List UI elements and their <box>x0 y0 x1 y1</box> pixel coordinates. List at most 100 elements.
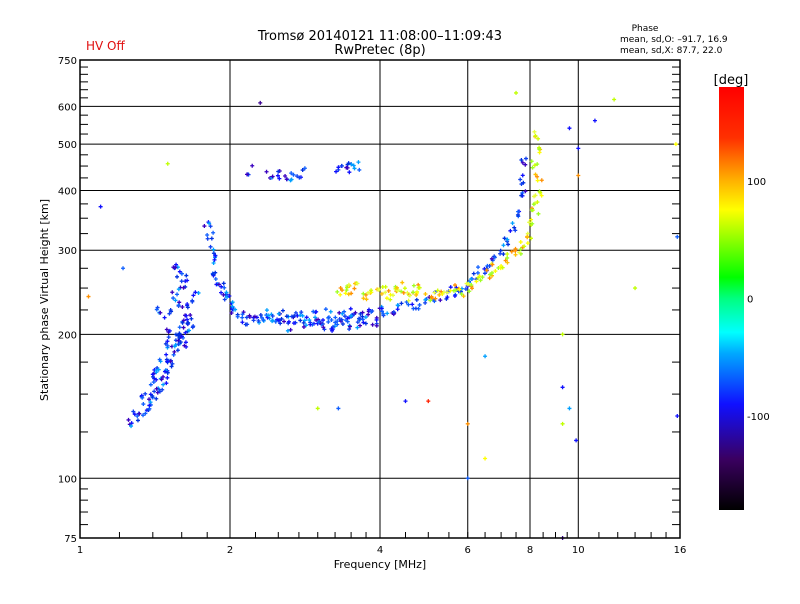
data-point <box>336 165 341 170</box>
data-point <box>177 331 182 336</box>
data-point <box>190 299 195 304</box>
data-point <box>264 308 269 313</box>
data-point <box>154 370 159 375</box>
data-point <box>503 258 508 263</box>
data-point <box>340 322 345 327</box>
data-point <box>465 476 470 481</box>
data-point <box>348 306 353 311</box>
data-point <box>532 163 537 168</box>
data-point <box>160 387 165 392</box>
data-point <box>288 327 293 332</box>
data-point <box>154 396 159 401</box>
data-point <box>244 315 249 320</box>
data-point <box>213 276 218 281</box>
data-point <box>386 288 391 293</box>
data-point <box>675 234 680 239</box>
data-point <box>169 364 174 369</box>
data-point <box>295 174 300 179</box>
data-point <box>233 307 238 312</box>
x-tick-label: 8 <box>527 545 533 556</box>
data-point <box>300 168 305 173</box>
tick-labels: 1 2 4 6 8 10 16 75 100 200 300 400 500 600 750 <box>58 56 686 556</box>
data-point <box>505 255 510 260</box>
data-point <box>404 299 409 304</box>
data-point <box>141 402 146 407</box>
data-point <box>176 303 181 308</box>
data-point <box>169 309 174 314</box>
colorbar-tick-label: -100 <box>747 412 770 423</box>
data-point <box>361 291 366 296</box>
data-point <box>311 309 316 314</box>
data-point <box>173 343 178 348</box>
data-point <box>178 340 183 345</box>
data-point <box>259 315 264 320</box>
data-point <box>189 316 194 321</box>
data-point <box>376 287 381 292</box>
data-point <box>235 314 240 319</box>
data-point <box>316 320 321 325</box>
data-point <box>400 280 405 285</box>
data-point <box>135 414 140 419</box>
y-tick-label: 600 <box>58 102 77 113</box>
data-point <box>289 171 294 176</box>
data-point <box>335 289 340 294</box>
chart-subtitle: RwPretec (8p) <box>334 43 425 58</box>
data-point <box>363 321 368 326</box>
data-point <box>533 133 538 138</box>
data-point <box>355 281 360 286</box>
data-point <box>171 296 176 301</box>
data-point <box>285 328 290 333</box>
data-point <box>355 320 360 325</box>
data-point <box>463 287 468 292</box>
data-point <box>286 319 291 324</box>
data-point <box>514 90 519 95</box>
data-point <box>435 288 440 293</box>
data-point <box>335 322 340 327</box>
data-point <box>154 386 159 391</box>
data-point <box>276 169 281 174</box>
data-point <box>307 318 312 323</box>
data-point <box>457 287 462 292</box>
data-point <box>366 290 371 295</box>
data-point <box>478 278 483 283</box>
data-point <box>433 296 438 301</box>
data-point <box>523 162 528 167</box>
data-point <box>176 287 181 292</box>
x-tick-label: 10 <box>572 545 585 556</box>
data-point <box>299 310 304 315</box>
y-tick-label: 300 <box>58 246 77 257</box>
data-point <box>414 297 419 302</box>
data-point <box>476 265 481 270</box>
data-point <box>426 399 431 404</box>
data-point <box>353 310 358 315</box>
data-point <box>519 193 524 198</box>
data-point <box>179 279 184 284</box>
y-axis-label: Stationary phase Virtual Height [km] <box>38 199 51 401</box>
axis-ticks <box>80 66 680 538</box>
data-point <box>245 322 250 327</box>
data-point <box>211 247 216 252</box>
data-point <box>135 418 140 423</box>
data-point <box>129 424 134 429</box>
data-point <box>141 413 146 418</box>
data-point <box>216 282 221 287</box>
data-point <box>445 290 450 295</box>
data-point <box>539 178 544 183</box>
data-point <box>205 236 210 241</box>
data-point <box>321 325 326 330</box>
data-point <box>147 403 152 408</box>
plot-frame <box>79 59 681 539</box>
data-point <box>467 289 472 294</box>
colorbar-label: [deg] <box>714 73 749 88</box>
data-point <box>295 313 300 318</box>
data-point <box>483 354 488 359</box>
data-point <box>143 411 148 416</box>
colorbar-ticks: 100 0 -100 <box>747 177 770 423</box>
data-point <box>576 173 581 178</box>
data-point <box>453 283 458 288</box>
data-point <box>302 318 307 323</box>
data-point <box>538 190 543 195</box>
data-point <box>179 271 184 276</box>
data-point <box>143 391 148 396</box>
data-point <box>351 163 356 168</box>
